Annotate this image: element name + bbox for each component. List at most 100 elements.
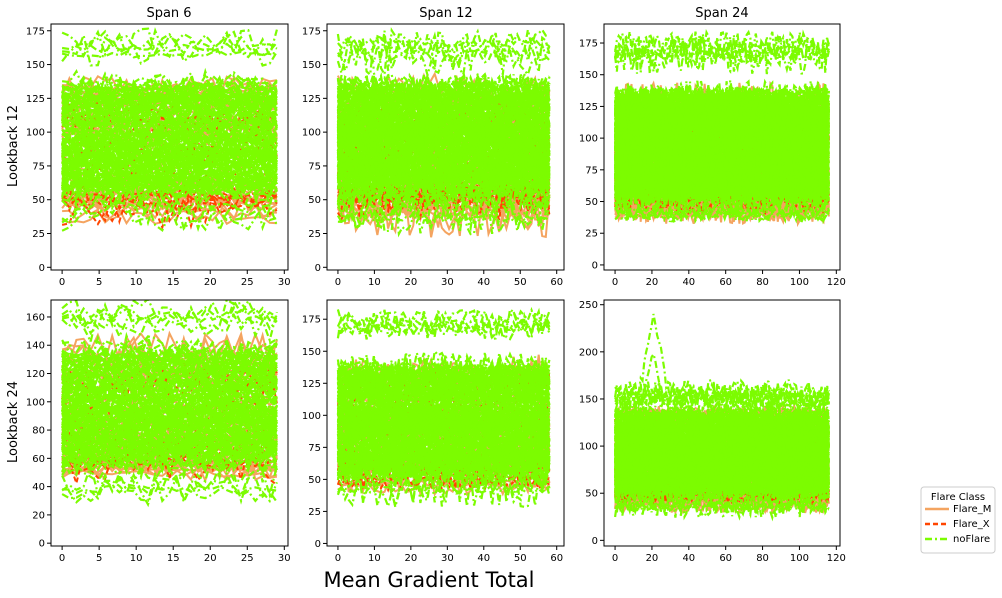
series-line-noflare xyxy=(61,415,278,439)
y-tick-label: 175 xyxy=(302,26,321,37)
series-lines xyxy=(336,27,551,239)
series-lines xyxy=(614,313,830,522)
series-line-noflare xyxy=(61,351,278,389)
x-tick-label: 20 xyxy=(204,277,217,288)
axes-frame xyxy=(326,23,565,271)
y-tick-label: 125 xyxy=(302,379,321,390)
x-tick-label: 100 xyxy=(790,277,809,288)
series-line-noflare xyxy=(61,381,278,424)
x-tick-label: 10 xyxy=(368,277,381,288)
legend: Flare Class Flare_M Flare_X noFlare xyxy=(920,486,996,554)
series-line-noflare xyxy=(61,355,278,368)
y-tick-label: 160 xyxy=(26,312,45,323)
series-line-noflare xyxy=(337,380,551,403)
series-line-noflare xyxy=(61,27,278,60)
y-tick-label: 25 xyxy=(308,229,321,240)
y-tick-label: 125 xyxy=(579,102,598,113)
series-line-noflare xyxy=(61,92,278,113)
series-line-noflare xyxy=(61,477,278,504)
series-line-noflare xyxy=(61,423,278,457)
series-line-noflare xyxy=(336,485,550,495)
series-line-noflare xyxy=(61,150,278,165)
subplot: 0 10 20 30 40 50 60 0 25 50 75 100 125 150 175 xyxy=(302,23,565,288)
series-line-noflare xyxy=(61,358,278,400)
x-tick-label: 15 xyxy=(167,277,180,288)
series-line-noflare xyxy=(61,399,278,414)
y-tick-label: 100 xyxy=(302,128,321,139)
legend-title: Flare Class xyxy=(931,492,985,503)
series-line-noflare xyxy=(337,90,550,100)
series-line-noflare xyxy=(614,473,830,488)
y-tick-label: 100 xyxy=(26,397,45,408)
series-line-noflare xyxy=(61,461,278,508)
series-line-noflare xyxy=(61,198,278,214)
series-line-noflare xyxy=(62,353,278,375)
series-line-noflare xyxy=(336,306,551,334)
series-line-noflare xyxy=(336,128,551,151)
series-line-noflare xyxy=(61,142,278,159)
y-tick-label: 50 xyxy=(585,197,598,208)
x-tick-label: 0 xyxy=(335,553,341,564)
series-line-noflare xyxy=(614,91,830,121)
series-line-noflare xyxy=(61,429,277,464)
x-tick-label: 30 xyxy=(441,277,454,288)
series-line-noflare xyxy=(336,69,551,114)
y-tick-label: 80 xyxy=(32,426,45,437)
subplot: 0 20 40 60 80 100 120 0 50 100 150 200 250 xyxy=(579,299,846,564)
series-line-noflare xyxy=(61,365,278,379)
series-line-noflare xyxy=(61,179,278,192)
y-tick-label: 20 xyxy=(32,510,45,521)
x-tick-label: 120 xyxy=(827,277,846,288)
series-line-noflare xyxy=(614,170,830,210)
axes-frame xyxy=(603,23,841,271)
x-tick-label: 30 xyxy=(441,553,454,564)
series-line-noflare xyxy=(61,421,278,462)
x-tick-label: 80 xyxy=(756,553,769,564)
y-tick-label: 25 xyxy=(308,507,321,518)
series-line-noflare xyxy=(614,435,830,465)
legend-entry-label: Flare_X xyxy=(953,519,990,530)
y-tick-label: 50 xyxy=(308,475,321,486)
x-tick-label: 5 xyxy=(96,277,102,288)
y-tick-label: 150 xyxy=(302,347,321,358)
series-line-noflare xyxy=(614,474,830,484)
x-tick-label: 20 xyxy=(646,553,659,564)
series-line-noflare xyxy=(337,166,551,212)
x-tick-label: 5 xyxy=(96,553,102,564)
series-line-noflare xyxy=(336,164,551,205)
series-line-noflare xyxy=(614,32,830,61)
series-line-noflare xyxy=(61,403,278,424)
x-tick-label: 20 xyxy=(204,553,217,564)
series-line-noflare xyxy=(336,75,550,97)
series-line-noflare xyxy=(61,312,278,337)
x-tick-label: 40 xyxy=(477,277,490,288)
y-tick-label: 25 xyxy=(32,229,45,240)
series-line-noflare xyxy=(61,122,278,162)
series-line-noflare xyxy=(614,45,830,69)
x-tick-label: 0 xyxy=(612,553,618,564)
x-tick-label: 15 xyxy=(167,553,180,564)
series-line-noflare xyxy=(336,444,551,492)
series-lines xyxy=(61,27,278,234)
series-line-noflare xyxy=(336,417,550,433)
x-tick-label: 50 xyxy=(514,277,527,288)
y-tick-label: 100 xyxy=(26,128,45,139)
series-line-noflare xyxy=(336,361,551,387)
series-line-noflare xyxy=(614,142,830,168)
series-line-noflare xyxy=(62,417,278,446)
series-line-noflare xyxy=(336,410,550,427)
series-line-noflare xyxy=(337,461,550,472)
series-line-noflare xyxy=(337,83,550,117)
y-tick-label: 0 xyxy=(39,263,45,274)
x-tick-label: 100 xyxy=(790,553,809,564)
x-tick-label: 10 xyxy=(130,277,143,288)
y-tick-label: 125 xyxy=(302,94,321,105)
series-line-noflare xyxy=(337,141,551,174)
series-line-noflare xyxy=(614,433,830,459)
series-line-noflare xyxy=(337,388,551,399)
x-tick-label: 0 xyxy=(335,277,341,288)
y-tick-label: 60 xyxy=(32,454,45,465)
series-line-noflare xyxy=(337,36,550,50)
x-tick-label: 40 xyxy=(477,553,490,564)
series-line-noflare xyxy=(336,154,551,191)
